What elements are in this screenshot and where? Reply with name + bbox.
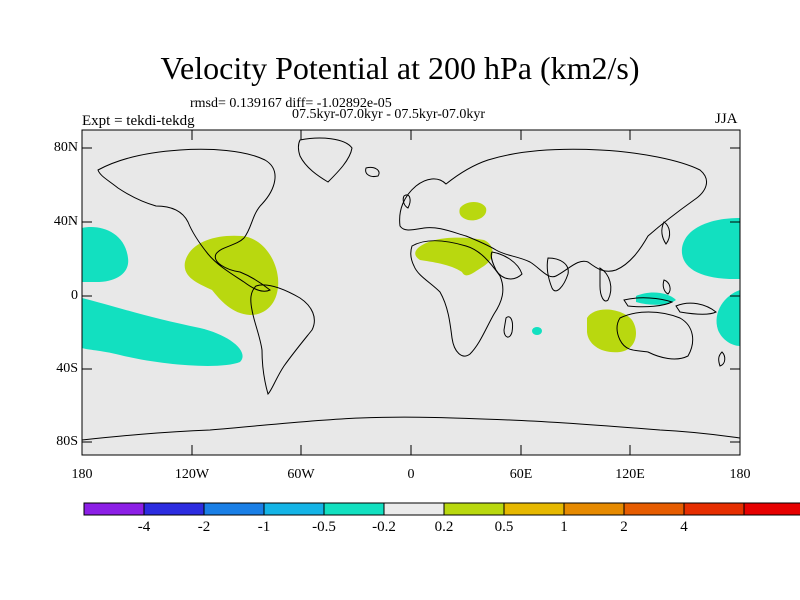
season-label: JJA bbox=[715, 111, 738, 127]
colorbar-label: 0.5 bbox=[494, 519, 514, 535]
colorbar bbox=[83, 502, 800, 516]
lon-tick-marks bbox=[81, 130, 741, 455]
colorbar-label: -4 bbox=[137, 519, 151, 535]
colorbar-label: 1 bbox=[560, 519, 568, 535]
positive-anomaly-regions bbox=[184, 202, 636, 353]
colorbar-swatch bbox=[443, 502, 505, 516]
colorbar-label: -2 bbox=[197, 519, 211, 535]
colorbar-label: -1 bbox=[257, 519, 271, 535]
colorbar-swatch bbox=[203, 502, 265, 516]
colorbar-swatch bbox=[743, 502, 800, 516]
lat-label-0: 0 bbox=[71, 288, 78, 303]
map-background bbox=[82, 130, 740, 455]
lat-label-40n: 40N bbox=[53, 214, 78, 229]
colorbar-swatch bbox=[503, 502, 565, 516]
colorbar-label: -0.5 bbox=[312, 519, 336, 535]
lon-label-120w: 120W bbox=[174, 467, 210, 482]
lat-label-80s: 80S bbox=[56, 434, 78, 449]
lon-label-60e: 60E bbox=[509, 467, 533, 482]
colorbar-label: 0.2 bbox=[434, 519, 454, 535]
colorbar-swatch bbox=[263, 502, 325, 516]
colorbar-swatch bbox=[83, 502, 145, 516]
lon-label-120e: 120E bbox=[615, 467, 645, 482]
colorbar-label: 4 bbox=[680, 519, 688, 535]
colorbar-swatch bbox=[623, 502, 685, 516]
expt-label: Expt = tekdi-tekdg bbox=[82, 113, 195, 129]
coastlines bbox=[81, 137, 741, 441]
stats-line: rmsd= 0.139167 diff= -1.02892e-05 bbox=[190, 96, 392, 111]
lat-tick-marks bbox=[82, 147, 740, 443]
plot-title: Velocity Potential at 200 hPa (km2/s) bbox=[160, 50, 640, 86]
period-line: 07.5kyr-07.0kyr - 07.5kyr-07.0kyr bbox=[292, 107, 486, 122]
colorbar-swatch bbox=[143, 502, 205, 516]
lon-label-60w: 60W bbox=[287, 467, 315, 482]
colorbar-swatch bbox=[323, 502, 385, 516]
lon-label-0: 0 bbox=[407, 467, 415, 482]
lon-label-180w: 180 bbox=[71, 467, 93, 482]
colorbar-swatch bbox=[683, 502, 745, 516]
lon-label-180e: 180 bbox=[729, 467, 751, 482]
lat-label-80n: 80N bbox=[53, 140, 78, 155]
negative-anomaly-regions bbox=[82, 218, 740, 366]
colorbar-swatch bbox=[383, 502, 445, 516]
colorbar-label: -0.2 bbox=[372, 519, 396, 535]
colorbar-swatch bbox=[563, 502, 625, 516]
lat-label-40s: 40S bbox=[56, 361, 78, 376]
colorbar-label: 2 bbox=[620, 519, 628, 535]
